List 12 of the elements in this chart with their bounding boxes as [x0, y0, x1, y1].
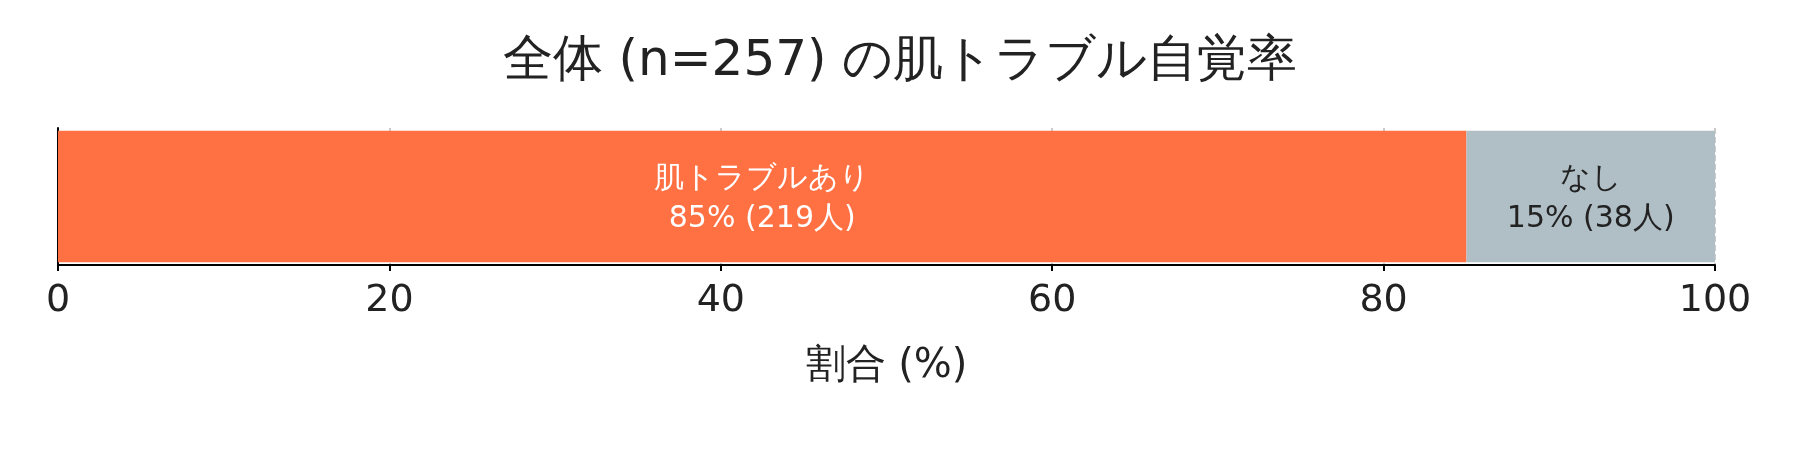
- series-label: 肌トラブルあり: [654, 159, 871, 194]
- x-tick-label: 60: [1028, 276, 1077, 320]
- data-label: 15% (38人): [1506, 199, 1675, 234]
- series-label: なし: [1559, 159, 1622, 194]
- x-axis-title: 割合 (%): [805, 340, 968, 386]
- x-tick-label: 100: [1678, 276, 1752, 320]
- x-tick-label: 0: [45, 276, 71, 320]
- x-tick-label: 20: [365, 276, 414, 320]
- x-tick-label: 40: [696, 276, 745, 320]
- data-label: 85% (219人): [668, 199, 856, 234]
- chart-title: 全体 (n=257) の肌トラブル自覚率: [502, 29, 1298, 87]
- x-tick-label: 80: [1359, 276, 1408, 320]
